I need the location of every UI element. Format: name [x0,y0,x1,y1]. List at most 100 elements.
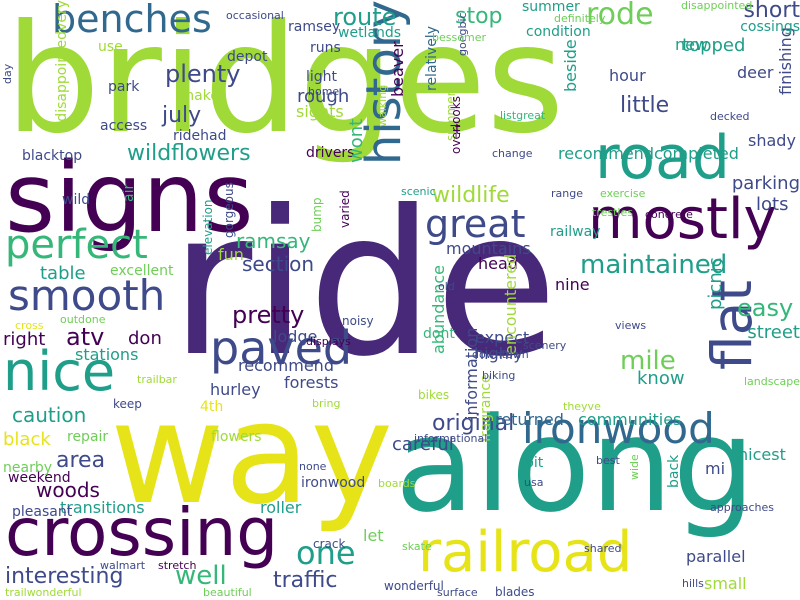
word-recommend: recommend [238,356,334,375]
word-interesting: interesting [5,564,124,589]
word-know: know [637,368,685,389]
word-exercise: exercise [600,187,646,200]
word-disappointedvery: disappointedvery [54,0,70,122]
word-nice: nice [3,340,116,403]
word-road: road [595,123,730,193]
word-bring: bring [312,397,341,410]
word-old: old [438,280,455,293]
word-head: head [478,254,518,273]
word-elevation: elevation [201,199,215,255]
word-wildflowers: wildflowers [127,141,251,166]
word-summer: summer [522,0,580,15]
word-careful: careful [392,434,454,455]
word-scenery: scenery [523,339,567,352]
word-trailwonderful: trailwonderful [5,586,82,599]
word-flowers: flowers [211,429,262,445]
word-disappointed: disappointed [681,0,753,12]
word-communities: communities [578,410,682,429]
word-trestles: trestles [592,206,633,219]
word-small: small [704,574,747,593]
word-landscape: landscape [743,375,800,388]
word-railroad: railroad [418,520,633,585]
word-wide: wide [628,454,641,480]
word-topped: topped [682,35,746,56]
word-range: range [551,187,583,200]
word-beautiful: beautiful [203,586,252,599]
word-biking: biking [482,369,516,382]
word-rough: rough [297,86,350,107]
word-ridehad: ridehad [173,128,227,144]
word-plenty: plenty [165,60,241,88]
word-none: none [299,460,327,473]
word-along: along [395,389,756,541]
word-hills: hills [682,577,704,590]
word-condition: condition [526,24,591,40]
word-ramsey: ramsey [288,19,341,35]
word-cossings: cossings [740,19,800,35]
word-snake: snake [178,88,219,104]
word-drivers: drivers [306,145,355,161]
word-beside: beside [561,39,580,92]
word-benches: benches [52,0,212,41]
word-bessemer: bessemer [432,31,486,44]
word-right: right [3,329,46,350]
word-bridges: bridges [5,0,565,167]
word-original: original [432,411,515,436]
word-dont: dont [423,326,455,342]
word-ironwood: ironwood [522,404,715,453]
word-wildlife: wildlife [432,183,510,208]
word-t: t [455,122,461,138]
word-skate: skate [402,540,432,553]
word-forests: forests [284,373,339,392]
word-nearby: nearby [3,460,52,476]
word-encountered: encountered [501,253,520,355]
word-easy: easy [737,294,794,322]
word-mostly: mostly [588,187,777,252]
word-bikes: bikes [418,388,450,402]
word-best: best [596,454,620,467]
word-varied: varied [338,190,352,228]
word-light: light [306,69,338,85]
word-change: change [492,147,533,160]
word-surface: surface [437,586,478,599]
word-keep: keep [113,397,142,411]
word-downtown: downtown [472,348,529,361]
word-definitely: definitely [554,12,606,25]
word-shared: shared [584,542,622,555]
word-section: section [242,252,315,276]
word-smooth: smooth [8,271,166,320]
word-one: one [296,534,356,572]
word-views: views [615,319,647,332]
word-well: well [175,561,227,591]
word-lots: lots [756,194,789,215]
word-blacktop: blacktop [22,148,83,164]
word-bit: bit [525,455,544,471]
word-use: use [98,39,123,55]
word-overlooks: overlooks [449,96,463,154]
word-decked: decked [710,110,750,123]
word-finishing: finishing [776,27,795,95]
word-hour: hour [609,66,646,85]
word-pretty: pretty [232,301,305,329]
word-displays: displays [306,335,351,348]
word-black: black [3,429,51,450]
word-pleasant: pleasant [12,504,73,520]
word-signs: signs [5,142,254,254]
word-stop: stop [455,4,503,29]
word-back: back [666,454,682,488]
word-mi: mi [705,459,726,478]
word-depot: depot [227,49,268,65]
word-woods: woods [36,478,100,502]
word-air: air [121,183,137,202]
word-theyve: theyve [563,400,601,413]
word-shady: shady [748,131,796,150]
word-cross: cross [15,319,44,332]
word-blades: blades [495,585,535,599]
word-nine: nine [555,275,590,294]
word-expect: expect [475,328,530,347]
word-traffic: traffic [273,568,338,593]
word-scenic: scenic [401,185,436,198]
word-caution: caution [12,403,87,427]
word-ramsay: ramsay [236,229,311,253]
